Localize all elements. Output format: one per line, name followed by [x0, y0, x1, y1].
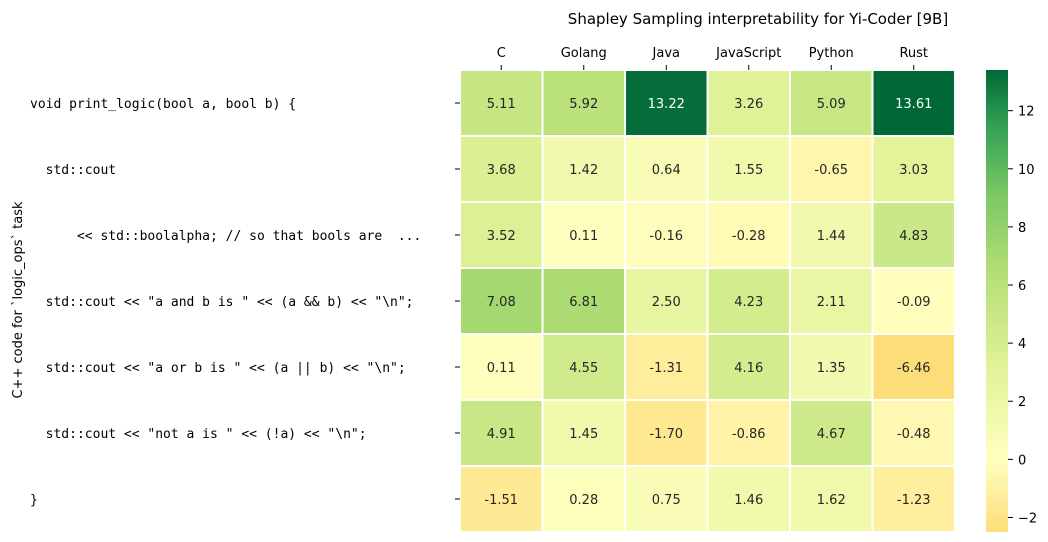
- y-tick-label: std::cout << "not a is " << (!a) << "\n"…: [30, 427, 367, 442]
- cell-value-label: 13.22: [648, 97, 685, 112]
- heatmap-cell: [541, 135, 626, 203]
- colorbar-tick-label: 6: [1018, 279, 1026, 294]
- heatmap-cell: [459, 465, 544, 533]
- cell-value-label: 5.11: [487, 97, 516, 112]
- y-tick-label: << std::boolalpha; // so that bools are …: [30, 229, 421, 244]
- y-tick-label: std::cout << "a and b is " << (a && b) <…: [30, 295, 414, 310]
- heatmap-cell: [459, 399, 544, 467]
- cell-value-label: 13.61: [895, 97, 932, 112]
- cell-value-label: -0.09: [897, 295, 931, 310]
- heatmap-cell: [541, 267, 626, 335]
- heatmap-cell: [541, 69, 626, 137]
- cell-value-label: 1.42: [569, 163, 598, 178]
- cell-value-label: -1.70: [649, 427, 683, 442]
- colorbar-tick-label: −2: [1018, 511, 1037, 526]
- x-tick-label: C: [497, 46, 506, 61]
- cell-value-label: 0.75: [652, 493, 681, 508]
- colorbar-tick-label: 0: [1018, 453, 1026, 468]
- cell-value-label: 2.11: [817, 295, 846, 310]
- cell-value-label: 0.64: [652, 163, 681, 178]
- x-axis-ticks: C Golang Java JavaScript Python Rust: [497, 46, 928, 70]
- heatmap-cell: [871, 135, 956, 203]
- heatmap-cell: [541, 201, 626, 269]
- heatmap-cell: [624, 333, 709, 401]
- cell-value-label: 3.52: [487, 229, 516, 244]
- cell-value-label: 6.81: [569, 295, 598, 310]
- cell-value-label: 4.67: [817, 427, 846, 442]
- colorbar-gradient: [986, 70, 1008, 532]
- cell-value-label: 1.55: [734, 163, 763, 178]
- cell-value-label: -0.65: [814, 163, 848, 178]
- y-tick-label: std::cout << "a or b is " << (a || b) <<…: [30, 361, 406, 376]
- cell-value-label: 4.91: [487, 427, 516, 442]
- cell-value-label: 3.26: [734, 97, 763, 112]
- heatmap-cell: [871, 267, 956, 335]
- cell-value-label: 1.62: [817, 493, 846, 508]
- cell-value-label: 4.16: [734, 361, 763, 376]
- cell-value-label: 0.28: [569, 493, 598, 508]
- x-tick-label: Java: [652, 46, 680, 61]
- cell-value-label: 5.92: [569, 97, 598, 112]
- x-tick-label: Rust: [899, 46, 928, 61]
- heatmap-cells: 5.11 5.92 13.22 3.26 5.09 13.61 3.68 1.42 0.64 1.…: [459, 69, 956, 533]
- cell-value-label: 7.08: [487, 295, 516, 310]
- cell-value-label: -0.16: [649, 229, 683, 244]
- heatmap-cell: [789, 465, 874, 533]
- heatmap-cell: [706, 465, 791, 533]
- cell-value-label: -0.48: [897, 427, 931, 442]
- cell-value-label: 3.68: [487, 163, 516, 178]
- heatmap-cell: [789, 267, 874, 335]
- heatmap-cell: [624, 267, 709, 335]
- cell-value-label: 5.09: [817, 97, 846, 112]
- heatmap-cell: [706, 267, 791, 335]
- cell-value-label: 1.44: [817, 229, 846, 244]
- cell-value-label: 1.46: [734, 493, 763, 508]
- y-tick-label: void print_logic(bool a, bool b) {: [30, 97, 296, 112]
- colorbar-tick-label: 2: [1018, 395, 1026, 410]
- colorbar-tick-label: 10: [1018, 163, 1035, 178]
- heatmap-cell: [871, 69, 956, 137]
- cell-value-label: -1.51: [484, 493, 518, 508]
- heatmap-cell: [871, 201, 956, 269]
- cell-value-label: 2.50: [652, 295, 681, 310]
- cell-value-label: -0.28: [732, 229, 766, 244]
- cell-value-label: -0.86: [732, 427, 766, 442]
- x-tick-label: JavaScript: [715, 46, 781, 61]
- cell-value-label: 1.45: [569, 427, 598, 442]
- cell-value-label: -1.23: [897, 493, 931, 508]
- heatmap-cell: [706, 333, 791, 401]
- colorbar-tick-label: 12: [1018, 105, 1035, 120]
- cell-value-label: 0.11: [487, 361, 516, 376]
- x-tick-label: Python: [809, 46, 854, 61]
- chart-title: Shapley Sampling interpretability for Yi…: [568, 10, 948, 28]
- cell-value-label: -1.31: [649, 361, 683, 376]
- heatmap-cell: [541, 465, 626, 533]
- cell-value-label: 4.83: [899, 229, 928, 244]
- heatmap-cell: [789, 201, 874, 269]
- cell-value-label: 3.03: [899, 163, 928, 178]
- x-tick-label: Golang: [561, 46, 607, 61]
- cell-value-label: -6.46: [897, 361, 931, 376]
- heatmap-cell: [706, 201, 791, 269]
- y-axis-label: C++ code for `logic_ops` task: [11, 201, 26, 399]
- colorbar-tick-label: 8: [1018, 221, 1026, 236]
- colorbar: −2 0 2 4 6 8 10 12: [986, 70, 1037, 532]
- cell-value-label: 1.35: [817, 361, 846, 376]
- heatmap-cell: [706, 135, 791, 203]
- heatmap-cell: [871, 399, 956, 467]
- y-tick-label: std::cout: [30, 163, 116, 178]
- cell-value-label: 0.11: [569, 229, 598, 244]
- heatmap-cell: [871, 333, 956, 401]
- heatmap-cell: [459, 267, 544, 335]
- y-tick-label: }: [30, 493, 38, 508]
- y-axis-ticks: void print_logic(bool a, bool b) { std::…: [30, 97, 460, 508]
- heatmap-cell: [789, 333, 874, 401]
- cell-value-label: 4.23: [734, 295, 763, 310]
- colorbar-tick-label: 4: [1018, 337, 1026, 352]
- cell-value-label: 4.55: [569, 361, 598, 376]
- heatmap-cell: [871, 465, 956, 533]
